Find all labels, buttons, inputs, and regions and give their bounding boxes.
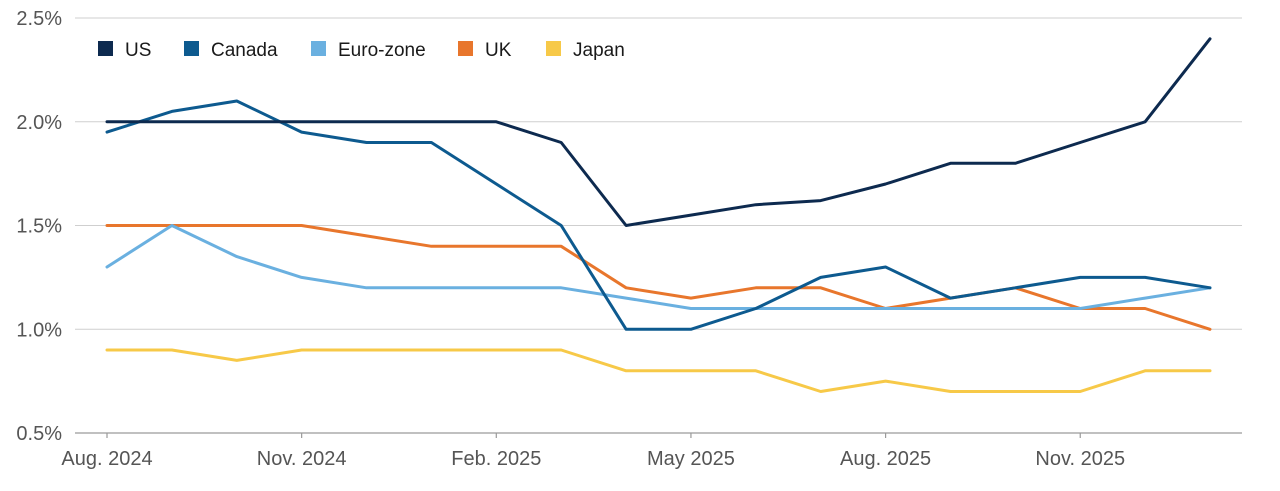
y-tick-label: 0.5% [16,423,62,445]
series-lines [105,37,1212,393]
legend-item-canada: Canada [184,40,278,61]
series-line-us [105,37,1212,227]
legend-item-euro-zone: Euro-zone [311,40,426,61]
y-tick-label: 2.5% [16,8,62,30]
legend-item-japan: Japan [546,40,625,61]
x-axis: Aug. 2024 Nov. 2024 Feb. 2025 May 2025 Aug. … [61,433,1125,470]
series-line-canada [105,99,1212,331]
legend: US Canada Euro-zone UK Japan [98,40,625,61]
y-tick-label: 1.0% [16,319,62,341]
x-tick-label: Aug. 2024 [61,448,152,470]
legend-swatch [98,41,113,56]
y-tick-label: 2.0% [16,112,62,134]
legend-swatch [184,41,199,56]
y-axis: 2.5% 2.0% 1.5% 1.0% 0.5% [16,8,62,445]
x-tick-label: Nov. 2025 [1035,448,1125,470]
x-tick-label: Nov. 2024 [257,448,347,470]
legend-label: US [125,40,151,61]
legend-swatch [458,41,473,56]
x-tick-label: Feb. 2025 [451,448,541,470]
series-line-japan [105,348,1212,393]
series-line-uk [105,224,1212,331]
legend-swatch [311,41,326,56]
x-tick-label: Aug. 2025 [840,448,931,470]
legend-item-us: US [98,40,151,61]
x-tick-label: May 2025 [647,448,735,470]
y-tick-label: 1.5% [16,216,62,238]
legend-label: Japan [573,40,625,61]
legend-label: Canada [211,40,278,61]
legend-swatch [546,41,561,56]
series-line-euro-zone [105,224,1212,310]
legend-label: Euro-zone [338,40,426,61]
legend-item-uk: UK [458,40,512,61]
legend-label: UK [485,40,512,61]
